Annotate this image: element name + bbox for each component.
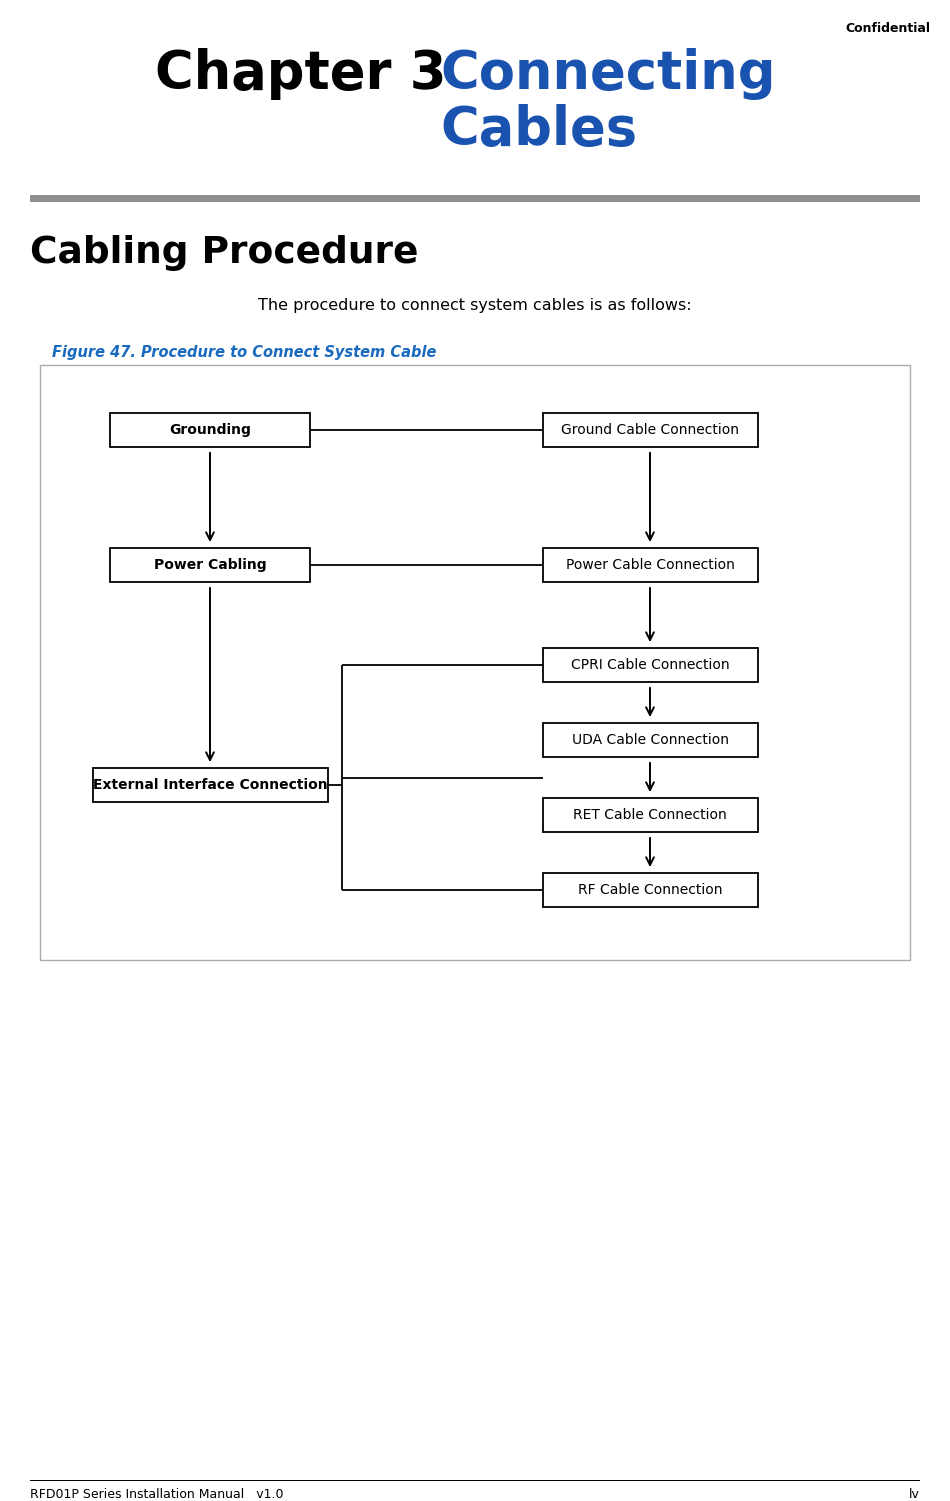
Text: Power Cabling: Power Cabling — [154, 558, 266, 572]
Bar — [110, 548, 310, 582]
Text: Confidential: Confidential — [845, 23, 930, 35]
Bar — [110, 413, 310, 447]
Bar — [40, 365, 910, 961]
Text: Grounding: Grounding — [169, 423, 251, 437]
Text: Connecting
Cables: Connecting Cables — [440, 48, 775, 156]
Text: UDA Cable Connection: UDA Cable Connection — [572, 732, 729, 747]
Bar — [542, 874, 757, 907]
Bar — [30, 195, 920, 203]
Text: Ground Cable Connection: Ground Cable Connection — [561, 423, 739, 437]
Text: RFD01P Series Installation Manual   v1.0: RFD01P Series Installation Manual v1.0 — [30, 1487, 283, 1501]
Bar — [542, 548, 757, 582]
Text: CPRI Cable Connection: CPRI Cable Connection — [571, 657, 730, 672]
Bar — [542, 648, 757, 681]
Text: RET Cable Connection: RET Cable Connection — [573, 808, 727, 823]
Bar — [542, 413, 757, 447]
Text: The procedure to connect system cables is as follows:: The procedure to connect system cables i… — [258, 299, 692, 314]
Text: Power Cable Connection: Power Cable Connection — [565, 558, 734, 572]
Bar — [92, 769, 328, 802]
Text: RF Cable Connection: RF Cable Connection — [578, 883, 722, 898]
Bar — [542, 723, 757, 757]
Text: lv: lv — [909, 1487, 920, 1501]
Text: External Interface Connection: External Interface Connection — [93, 778, 328, 793]
Text: Chapter 3: Chapter 3 — [155, 48, 446, 101]
Text: Cabling Procedure: Cabling Procedure — [30, 236, 419, 272]
Bar — [542, 799, 757, 832]
Text: Figure 47. Procedure to Connect System Cable: Figure 47. Procedure to Connect System C… — [52, 345, 436, 360]
